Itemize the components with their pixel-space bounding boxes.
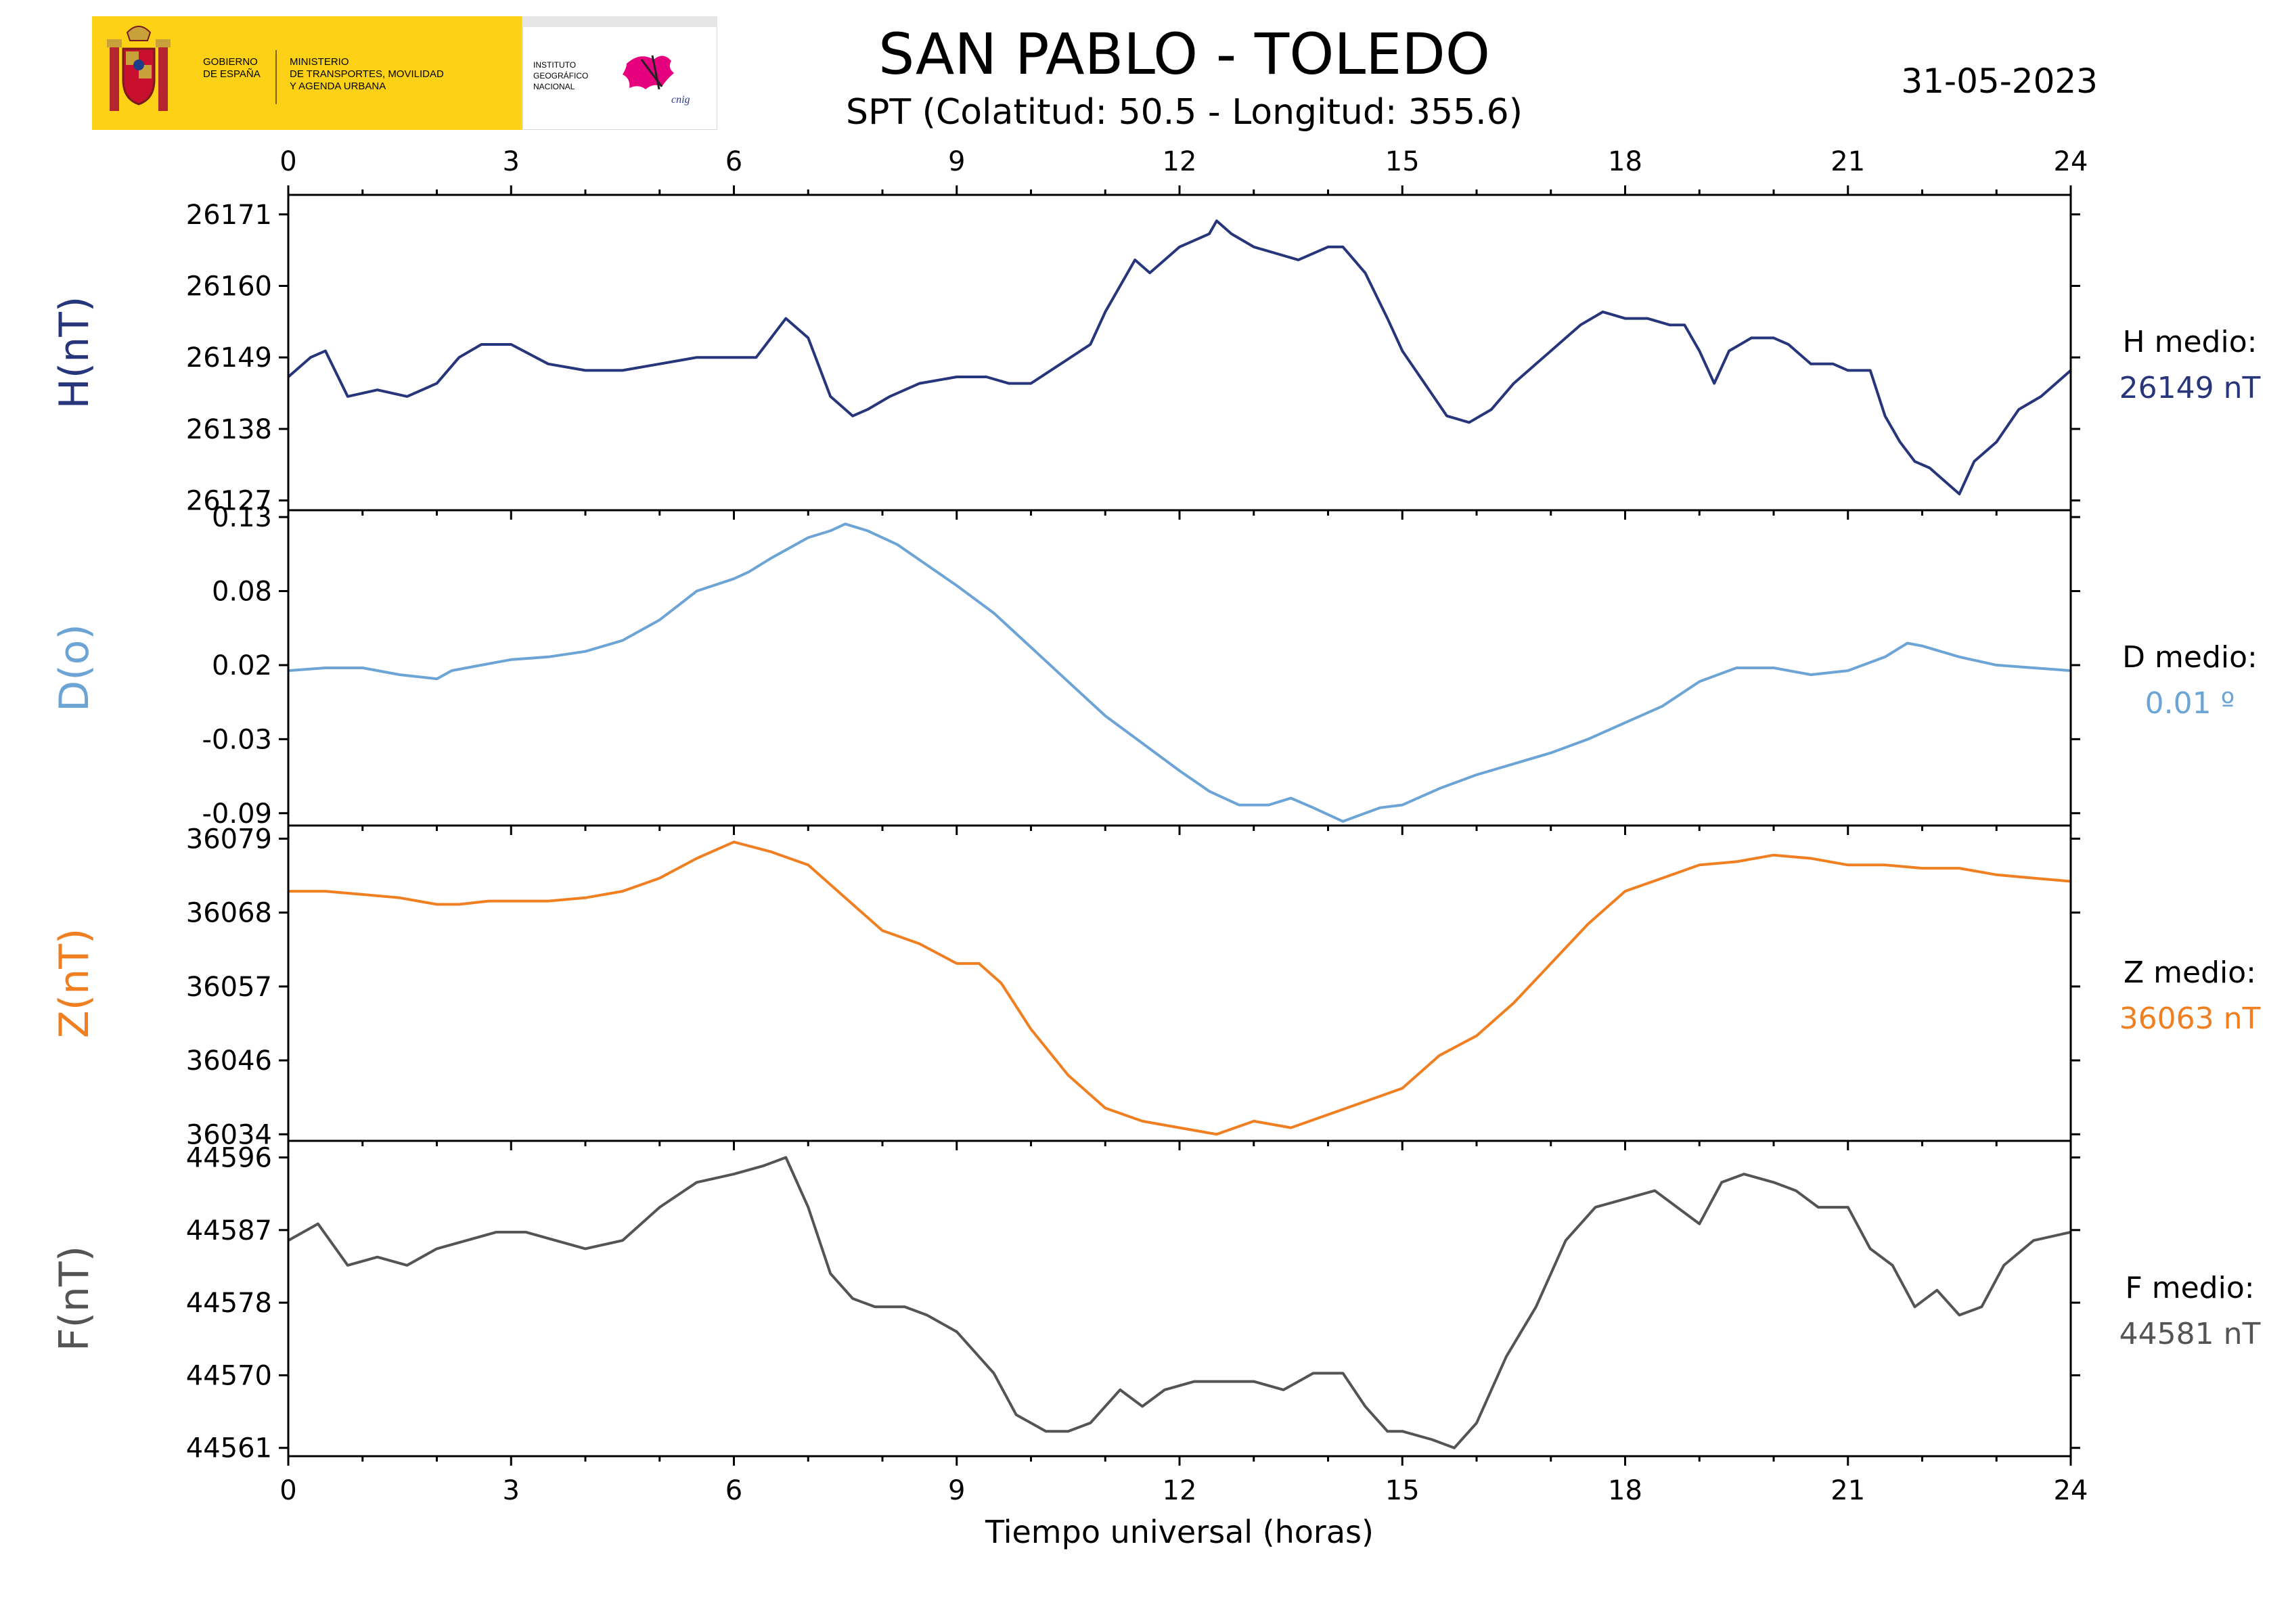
x-tick-label-bottom: 24	[2054, 1475, 2088, 1506]
panel-F: 44561 44570 44578 44587 44596 F(nT) F medio: 44…	[51, 1140, 2261, 1466]
mean-label-H: H medio:	[2123, 325, 2258, 359]
ign-logo-panel	[522, 16, 717, 130]
x-tick-label-top: 12	[1163, 146, 1197, 177]
plot-frame-F	[287, 1140, 2072, 1458]
x-tick-label-bottom: 21	[1831, 1475, 1865, 1506]
x-tick-label-bottom: 12	[1163, 1475, 1197, 1506]
y-tick-label-D: 0.08	[212, 577, 272, 608]
ign-map-icon	[623, 55, 674, 90]
mean-value-Z: 36063 nT	[2119, 1001, 2261, 1036]
mean-value-F: 44581 nT	[2119, 1317, 2261, 1351]
series-line-D	[288, 522, 2071, 823]
cnig-logo-text: cnig	[671, 94, 690, 106]
y-axis-label-D: D(o)	[51, 624, 98, 712]
y-tick-label-F: 44578	[186, 1288, 272, 1319]
panel-Z: 36034 36046 36057 36068 36079 Z(nT) Z medio: 36…	[51, 824, 2260, 1150]
plot-frame-D	[287, 509, 2072, 827]
x-tick-label-top: 6	[725, 146, 742, 177]
plot-frame-H	[287, 194, 2072, 512]
x-tick-label-top: 18	[1608, 146, 1642, 177]
x-tick-label-top: 15	[1385, 146, 1420, 177]
x-tick-label-bottom: 9	[948, 1475, 965, 1506]
y-tick-label-Z: 36057	[186, 972, 272, 1003]
y-tick-label-F: 44570	[186, 1360, 272, 1391]
y-tick-label-D: -0.03	[202, 724, 273, 755]
coat-of-arms-icon	[107, 26, 171, 111]
series-line-H	[287, 219, 2072, 495]
mean-label-D: D medio:	[2122, 640, 2258, 675]
x-tick-label-top: 24	[2054, 146, 2088, 177]
y-tick-label-Z: 36068	[186, 898, 272, 929]
x-tick-label-bottom: 0	[279, 1475, 296, 1506]
x-axis-label: Tiempo universal (horas)	[985, 1514, 1374, 1550]
ministry-line-3: Y AGENDA URBANA	[290, 81, 386, 92]
y-axis-label-Z: Z(nT)	[51, 928, 98, 1039]
y-tick-label-H: 26138	[186, 414, 272, 445]
plot-frame-Z	[287, 824, 2072, 1142]
y-tick-label-D: -0.09	[202, 798, 273, 830]
date-label: 31-05-2023	[1901, 62, 2098, 101]
y-tick-label-Z: 36034	[186, 1119, 272, 1150]
x-tick-label-top: 3	[503, 146, 520, 177]
y-tick-label-H: 26171	[186, 200, 272, 231]
y-tick-label-Z: 36046	[186, 1045, 272, 1077]
y-tick-label-F: 44596	[186, 1143, 272, 1174]
panel-H: 26127 26138 26149 26160 26171 H(nT) H medio: 26…	[51, 185, 2260, 520]
mean-label-F: F medio:	[2125, 1271, 2254, 1305]
mean-value-D: 0.01 º	[2145, 686, 2235, 721]
x-tick-label-bottom: 6	[725, 1475, 742, 1506]
ministry-line-1: MINISTERIO	[290, 56, 349, 68]
y-tick-label-D: 0.13	[212, 502, 272, 533]
x-tick-label-top: 9	[948, 146, 965, 177]
chart-subtitle: SPT (Colatitud: 50.5 - Longitud: 355.6)	[845, 92, 1523, 133]
chart-title: SAN PABLO - TOLEDO	[878, 21, 1490, 87]
mean-value-H: 26149 nT	[2119, 371, 2261, 405]
y-tick-label-H: 26127	[186, 486, 272, 517]
series-line-F	[288, 1156, 2071, 1449]
panel-D: -0.09 -0.03 0.02 0.08 0.13 D(o) D medio: 0.01 º	[51, 502, 2258, 835]
x-tick-label-bottom: 3	[503, 1475, 520, 1506]
series-line-Z	[288, 840, 2071, 1136]
y-axis-label-H: H(nT)	[51, 296, 98, 409]
mean-label-Z: Z medio:	[2124, 955, 2256, 990]
x-tick-label-bottom: 15	[1385, 1475, 1420, 1506]
gov-line-2: DE ESPAÑA	[203, 68, 261, 80]
x-tick-label-top: 21	[1831, 146, 1865, 177]
y-tick-label-F: 44561	[186, 1433, 272, 1464]
y-tick-label-H: 26149	[186, 342, 272, 374]
y-axis-label-F: F(nT)	[51, 1246, 98, 1351]
ign-line-2: GEOGRÁFICO	[533, 70, 588, 81]
y-tick-label-H: 26160	[186, 271, 272, 302]
y-tick-label-Z: 36079	[186, 824, 272, 855]
government-logo-banner: GOBIERNO DE ESPAÑA MINISTERIO DE TRANSPO…	[92, 16, 717, 130]
ministry-line-2: DE TRANSPORTES, MOVILIDAD	[290, 68, 444, 80]
x-tick-label-top: 0	[279, 146, 296, 177]
ign-line-1: INSTITUTO	[533, 60, 576, 70]
y-tick-label-F: 44587	[186, 1215, 272, 1246]
gov-line-1: GOBIERNO	[203, 56, 258, 68]
y-tick-label-D: 0.02	[212, 650, 272, 681]
ign-line-3: NACIONAL	[533, 82, 575, 91]
x-tick-label-bottom: 18	[1608, 1475, 1642, 1506]
